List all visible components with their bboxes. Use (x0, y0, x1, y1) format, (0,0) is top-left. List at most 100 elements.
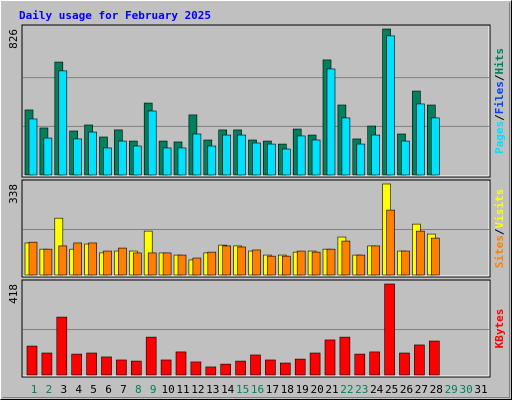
bar (326, 68, 336, 176)
bar (28, 118, 38, 176)
x-tick-label: 20 (310, 383, 323, 396)
bar (356, 143, 366, 176)
x-tick-label: 7 (120, 383, 127, 396)
bar (267, 143, 276, 176)
bar (237, 246, 246, 276)
x-tick-label: 17 (266, 383, 279, 396)
bar (162, 147, 172, 176)
bar (43, 137, 53, 176)
x-tick-label: 2 (46, 383, 53, 396)
bar (133, 252, 142, 276)
legend-entry: Files (493, 81, 506, 114)
bar (326, 248, 336, 276)
bar (309, 352, 321, 376)
x-tick-label: 25 (385, 383, 398, 396)
x-tick-label: 28 (430, 383, 443, 396)
x-tick-label: 13 (206, 383, 219, 396)
x-tick-label: 29 (445, 383, 458, 396)
bar (101, 356, 112, 376)
x-tick-label: 30 (459, 383, 472, 396)
bar (369, 351, 381, 376)
bar (116, 359, 127, 376)
bar (235, 360, 246, 376)
x-tick-label: 5 (90, 383, 97, 396)
bar (147, 110, 157, 176)
bar (296, 250, 306, 276)
x-tick-label: 10 (161, 383, 174, 396)
bar (371, 245, 381, 276)
bar (207, 251, 217, 276)
bar (430, 117, 440, 176)
y-tick-label: 418 (7, 284, 20, 304)
bar (147, 252, 157, 276)
plot-bevel (23, 281, 490, 377)
bar (222, 134, 231, 176)
legend-separator: / (493, 228, 506, 235)
x-tick-label: 24 (370, 383, 384, 396)
bar (281, 148, 291, 176)
bar (294, 358, 306, 376)
bar (86, 352, 97, 376)
legend: Sites/Visits (493, 189, 506, 269)
bar (386, 35, 395, 176)
bar (222, 245, 231, 276)
bar (386, 209, 395, 276)
legend-entry: Visits (493, 189, 506, 229)
x-tick-label: 16 (251, 383, 264, 396)
bar (103, 147, 112, 176)
bar (430, 237, 440, 276)
bar (71, 353, 82, 376)
bar (311, 139, 321, 176)
bar (41, 352, 53, 376)
x-tick-label: 23 (355, 383, 368, 396)
bar (428, 340, 440, 376)
bar (192, 133, 202, 176)
x-tick-label: 21 (325, 383, 338, 396)
y-tick-label: 338 (7, 184, 20, 204)
bar (56, 316, 68, 376)
bar (339, 336, 351, 376)
legend-separator: / (493, 74, 506, 81)
x-tick-label: 6 (105, 383, 112, 396)
x-tick-label: 1 (31, 383, 38, 396)
x-tick-label: 9 (150, 383, 157, 396)
bar (118, 140, 127, 176)
bar (43, 248, 53, 276)
bar (267, 255, 276, 276)
bar (88, 242, 97, 276)
panels: 8 2 6 Pages/Files/Hits 338 Sites/Visits 418 KBy… (7, 24, 506, 396)
bar (265, 359, 276, 376)
x-tick-label: 18 (281, 383, 294, 396)
bar (190, 361, 202, 376)
bar (58, 245, 68, 276)
x-tick-label: 15 (236, 383, 249, 396)
legend-entry: KBytes (493, 309, 506, 349)
bar (341, 117, 351, 176)
bar (356, 254, 366, 276)
x-tick-label: 8 (135, 383, 142, 396)
bar (401, 250, 410, 276)
bar (279, 362, 291, 376)
bar (371, 134, 381, 176)
plot-bevel (23, 26, 490, 177)
bar (88, 131, 97, 176)
bar (160, 359, 172, 376)
legend: KBytes (493, 309, 506, 349)
bar (103, 250, 112, 276)
bar (296, 135, 306, 176)
x-tick-label: 22 (340, 383, 353, 396)
bar (384, 283, 395, 376)
bar (205, 366, 217, 376)
bar (207, 145, 217, 176)
legend: Pages/Files/Hits (493, 48, 506, 154)
bar (250, 354, 261, 376)
bar (177, 254, 187, 276)
bar (281, 255, 291, 276)
bar (414, 344, 425, 376)
bar (311, 251, 321, 276)
bar (28, 241, 38, 276)
bar (73, 138, 82, 176)
x-tick-label: 12 (191, 383, 204, 396)
